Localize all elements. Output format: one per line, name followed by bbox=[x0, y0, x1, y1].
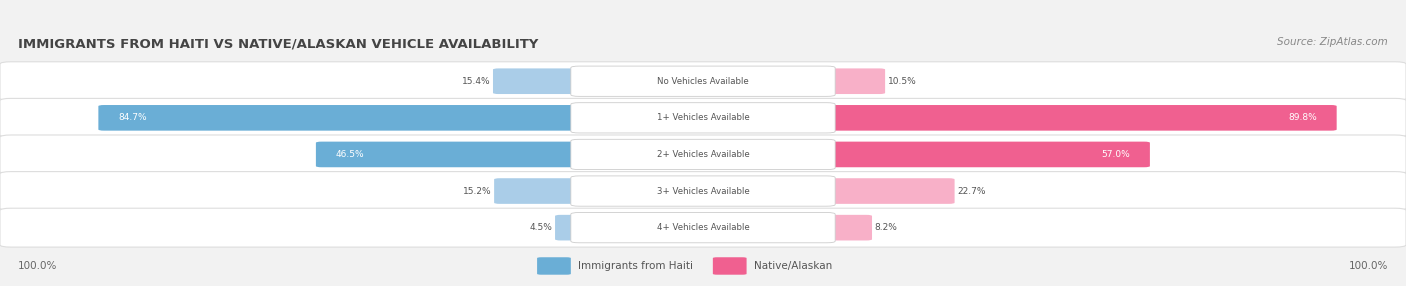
Text: 22.7%: 22.7% bbox=[957, 186, 986, 196]
Text: 46.5%: 46.5% bbox=[336, 150, 364, 159]
Text: IMMIGRANTS FROM HAITI VS NATIVE/ALASKAN VEHICLE AVAILABILITY: IMMIGRANTS FROM HAITI VS NATIVE/ALASKAN … bbox=[18, 37, 538, 50]
Text: Source: ZipAtlas.com: Source: ZipAtlas.com bbox=[1277, 37, 1388, 47]
Text: 3+ Vehicles Available: 3+ Vehicles Available bbox=[657, 186, 749, 196]
Text: 10.5%: 10.5% bbox=[889, 77, 917, 86]
Text: 4.5%: 4.5% bbox=[530, 223, 553, 232]
Text: 15.2%: 15.2% bbox=[463, 186, 491, 196]
Text: 84.7%: 84.7% bbox=[118, 113, 146, 122]
Text: No Vehicles Available: No Vehicles Available bbox=[657, 77, 749, 86]
Text: 100.0%: 100.0% bbox=[18, 261, 58, 271]
Text: 57.0%: 57.0% bbox=[1101, 150, 1130, 159]
Text: Immigrants from Haiti: Immigrants from Haiti bbox=[578, 261, 693, 271]
Text: 1+ Vehicles Available: 1+ Vehicles Available bbox=[657, 113, 749, 122]
Text: 8.2%: 8.2% bbox=[875, 223, 897, 232]
Text: 4+ Vehicles Available: 4+ Vehicles Available bbox=[657, 223, 749, 232]
Text: 89.8%: 89.8% bbox=[1288, 113, 1317, 122]
Text: Native/Alaskan: Native/Alaskan bbox=[754, 261, 832, 271]
Text: 100.0%: 100.0% bbox=[1348, 261, 1388, 271]
Text: 15.4%: 15.4% bbox=[461, 77, 491, 86]
Text: 2+ Vehicles Available: 2+ Vehicles Available bbox=[657, 150, 749, 159]
